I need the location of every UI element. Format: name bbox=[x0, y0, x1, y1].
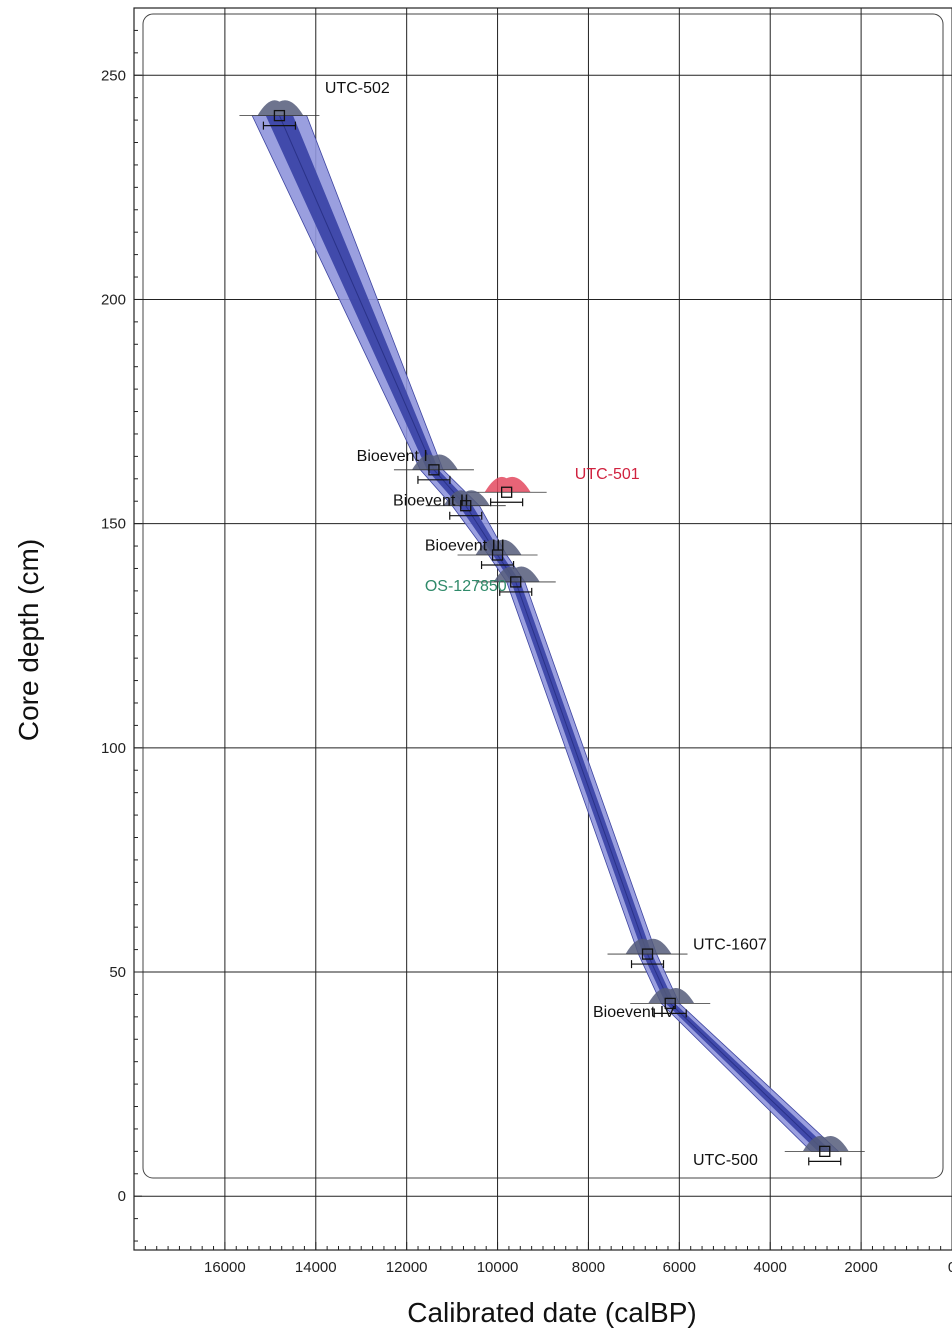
date-label: Bioevent II bbox=[393, 493, 469, 510]
x-tick-label: 8000 bbox=[572, 1259, 605, 1276]
date-marker bbox=[641, 948, 654, 960]
date-marker bbox=[491, 549, 504, 561]
error-bracket bbox=[630, 960, 665, 969]
probability-distribution bbox=[475, 539, 522, 556]
date-point: Bioevent II bbox=[393, 490, 506, 520]
date-point: Bioevent III bbox=[425, 538, 538, 570]
x-tick-label: 10000 bbox=[477, 1259, 519, 1276]
x-axis-title: Calibrated date (calBP) bbox=[407, 1297, 696, 1328]
inner-frame bbox=[142, 13, 944, 1179]
error-bracket bbox=[449, 511, 483, 520]
y-tick-label: 150 bbox=[101, 516, 126, 533]
error-bracket bbox=[808, 1157, 842, 1166]
date-point: UTC-1607 bbox=[607, 937, 767, 969]
envelope-inner bbox=[265, 115, 832, 1152]
date-label: Bioevent I bbox=[357, 448, 428, 465]
x-tick-label: 2000 bbox=[844, 1259, 877, 1276]
error-bracket bbox=[490, 498, 524, 507]
probability-distribution bbox=[493, 566, 540, 582]
probability-distribution bbox=[802, 1135, 849, 1152]
x-tick-label: 6000 bbox=[663, 1259, 696, 1276]
date-label: Bioevent III bbox=[425, 538, 505, 555]
date-point: UTC-501 bbox=[466, 466, 640, 507]
probability-distribution bbox=[443, 490, 490, 506]
x-tick-label: 4000 bbox=[754, 1259, 787, 1276]
date-label: OS-127850 bbox=[425, 578, 507, 595]
error-bracket bbox=[417, 475, 451, 484]
x-tick-label: 16000 bbox=[204, 1259, 246, 1276]
probability-distribution bbox=[411, 454, 458, 470]
error-bracket bbox=[653, 1009, 687, 1018]
x-tick-label: 12000 bbox=[386, 1259, 428, 1276]
date-markers: UTC-502 Bioevent I UTC-501 Bioevent II Bioev… bbox=[239, 80, 865, 1169]
x-tick-label: 0 bbox=[948, 1259, 952, 1276]
date-marker bbox=[500, 486, 513, 498]
date-label: UTC-501 bbox=[575, 466, 640, 483]
date-label: UTC-502 bbox=[325, 80, 390, 97]
probability-distribution bbox=[257, 100, 304, 116]
date-label: UTC-500 bbox=[693, 1152, 758, 1169]
probability-distribution bbox=[648, 988, 695, 1004]
plot-border bbox=[133, 7, 952, 1251]
date-label: UTC-1607 bbox=[693, 937, 767, 954]
grid bbox=[134, 8, 952, 1250]
y-tick-label: 250 bbox=[101, 67, 126, 84]
error-bracket bbox=[499, 587, 533, 596]
axes: 16000 14000 12000 10000 8000 6000 4000 2000 0 0 50… bbox=[101, 29, 952, 1276]
plot-frame bbox=[133, 7, 952, 1251]
date-point: UTC-502 bbox=[239, 80, 390, 130]
probability-distribution bbox=[484, 476, 531, 493]
y-tick-label: 100 bbox=[101, 740, 126, 757]
date-point: Bioevent IV bbox=[593, 988, 711, 1021]
probability-distribution bbox=[625, 938, 672, 955]
date-marker bbox=[428, 464, 440, 476]
model-envelope bbox=[251, 115, 840, 1152]
date-marker bbox=[819, 1145, 831, 1158]
date-marker bbox=[460, 500, 472, 512]
date-point: Bioevent I bbox=[357, 448, 474, 484]
date-label: Bioevent IV bbox=[593, 1004, 675, 1021]
date-marker bbox=[664, 997, 676, 1010]
x-tick-label: 14000 bbox=[295, 1259, 337, 1276]
y-tick-label: 200 bbox=[101, 291, 126, 308]
y-tick-label: 50 bbox=[109, 964, 126, 981]
date-point: UTC-500 bbox=[693, 1135, 865, 1169]
y-axis-title: Core depth (cm) bbox=[13, 539, 44, 741]
y-tick-label: 0 bbox=[118, 1188, 126, 1205]
date-marker bbox=[273, 109, 286, 122]
error-bracket bbox=[262, 121, 297, 130]
date-point: OS-127850 bbox=[425, 566, 556, 596]
date-marker bbox=[510, 576, 522, 588]
